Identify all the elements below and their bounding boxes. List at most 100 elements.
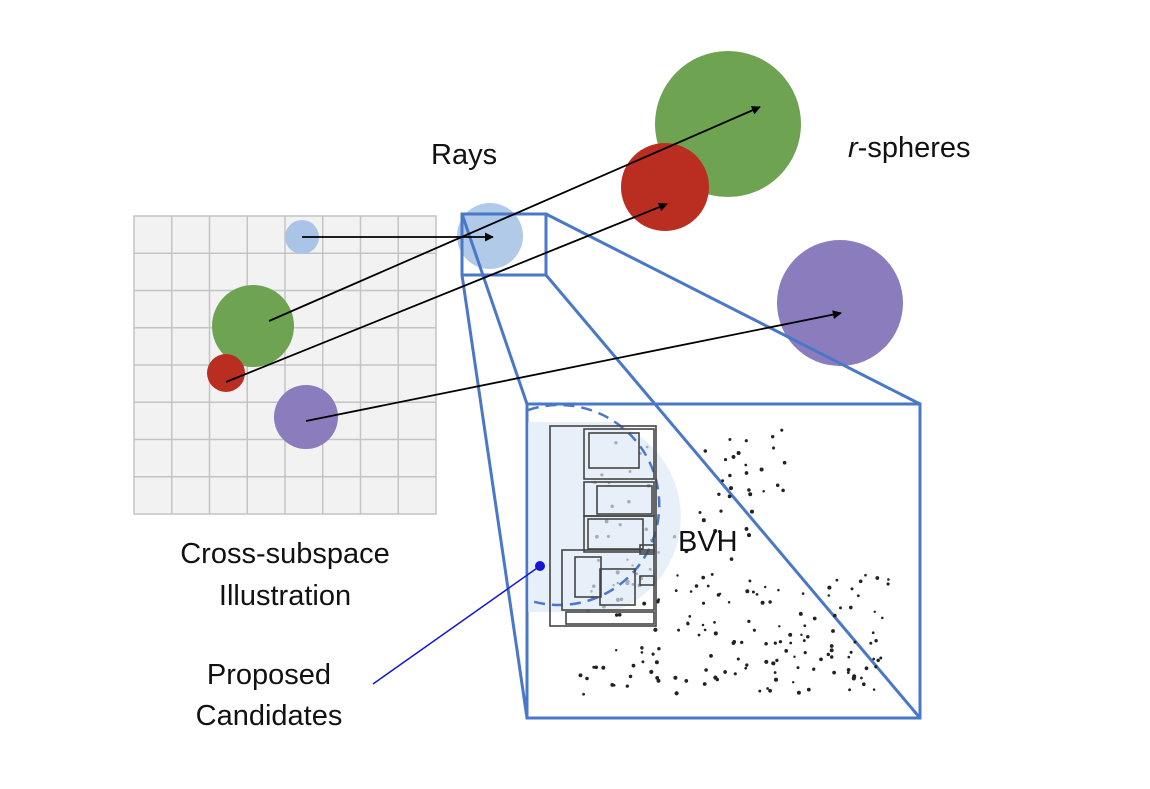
data-point bbox=[710, 572, 714, 576]
data-point bbox=[723, 670, 727, 674]
cross-subspace-grid bbox=[133, 215, 437, 515]
data-point bbox=[748, 492, 753, 497]
zoom-line-top-left bbox=[460, 213, 529, 405]
data-point bbox=[803, 651, 807, 655]
data-point bbox=[698, 511, 702, 514]
candidate-dot bbox=[535, 561, 545, 571]
data-point bbox=[713, 621, 716, 624]
data-point bbox=[773, 677, 779, 682]
data-point bbox=[829, 648, 834, 653]
data-point bbox=[784, 649, 789, 653]
data-point bbox=[800, 633, 803, 637]
data-point bbox=[744, 526, 749, 531]
data-point bbox=[773, 641, 777, 645]
data-point bbox=[594, 665, 599, 670]
data-point bbox=[701, 623, 705, 627]
data-point bbox=[751, 590, 755, 594]
data-point bbox=[642, 601, 647, 606]
data-point bbox=[812, 616, 817, 621]
data-point bbox=[872, 657, 876, 661]
data-point bbox=[702, 682, 707, 686]
data-point bbox=[777, 588, 780, 592]
data-point bbox=[704, 668, 708, 672]
data-point bbox=[793, 655, 796, 659]
data-point bbox=[747, 488, 751, 492]
data-point bbox=[674, 691, 679, 696]
zoom-source-box bbox=[460, 212, 548, 277]
data-point bbox=[778, 640, 783, 644]
ray-arrow-green bbox=[268, 106, 761, 322]
data-point bbox=[860, 676, 863, 680]
data-point bbox=[736, 450, 741, 456]
data-point bbox=[748, 579, 752, 583]
zoom-line-bottom-left bbox=[460, 274, 529, 719]
data-point bbox=[796, 666, 800, 670]
data-point bbox=[780, 428, 784, 432]
data-point bbox=[827, 585, 832, 590]
data-point bbox=[728, 486, 734, 491]
data-point bbox=[831, 629, 835, 633]
grid-red-circle bbox=[207, 354, 245, 392]
data-point bbox=[773, 671, 777, 674]
data-point bbox=[819, 657, 823, 662]
data-point bbox=[771, 661, 776, 666]
data-point bbox=[827, 594, 831, 597]
data-point bbox=[706, 584, 710, 588]
data-point bbox=[744, 666, 748, 670]
data-point bbox=[716, 593, 721, 597]
data-point bbox=[874, 638, 878, 643]
data-point bbox=[721, 479, 725, 483]
grid-caption-line1: Cross-subspace bbox=[180, 538, 390, 570]
data-point bbox=[856, 594, 860, 598]
data-point bbox=[744, 463, 748, 467]
data-point bbox=[684, 549, 689, 554]
bvh-node-box bbox=[565, 611, 655, 625]
data-point bbox=[803, 624, 807, 628]
data-point bbox=[717, 529, 722, 534]
data-point bbox=[745, 663, 749, 667]
data-point bbox=[881, 616, 884, 620]
data-point bbox=[592, 665, 596, 669]
data-point bbox=[764, 642, 768, 646]
data-point bbox=[874, 665, 878, 669]
data-point bbox=[740, 640, 744, 645]
data-point bbox=[852, 674, 857, 679]
data-point bbox=[829, 644, 834, 648]
data-point bbox=[864, 573, 867, 577]
data-point bbox=[713, 528, 718, 534]
r-sphere-red bbox=[621, 143, 709, 231]
data-point bbox=[755, 593, 759, 596]
data-point bbox=[864, 666, 869, 671]
data-point bbox=[578, 673, 583, 678]
data-point bbox=[674, 589, 678, 593]
data-point bbox=[656, 678, 661, 683]
data-point bbox=[617, 612, 622, 617]
data-point bbox=[640, 646, 644, 650]
data-point bbox=[752, 628, 756, 632]
bvh-node-box bbox=[587, 518, 644, 550]
data-point bbox=[871, 631, 875, 635]
ray-arrow-red bbox=[225, 202, 668, 383]
data-point bbox=[782, 460, 787, 465]
data-point bbox=[801, 592, 805, 595]
data-point bbox=[839, 606, 842, 610]
data-point bbox=[727, 600, 731, 604]
data-point bbox=[713, 631, 718, 636]
zoom-line-bottom-right bbox=[544, 274, 922, 719]
data-point bbox=[788, 632, 793, 637]
data-point bbox=[676, 574, 679, 577]
data-point bbox=[688, 615, 692, 618]
data-point bbox=[723, 458, 728, 462]
data-point bbox=[781, 488, 785, 493]
data-point bbox=[766, 687, 769, 690]
zoom-target-box bbox=[525, 402, 922, 720]
grid-purple-circle bbox=[274, 385, 338, 449]
data-point bbox=[749, 509, 755, 514]
data-point bbox=[848, 605, 853, 610]
data-point bbox=[771, 446, 776, 450]
data-point bbox=[610, 682, 615, 687]
data-point bbox=[789, 641, 793, 645]
data-point bbox=[806, 687, 811, 692]
data-point bbox=[684, 679, 689, 683]
